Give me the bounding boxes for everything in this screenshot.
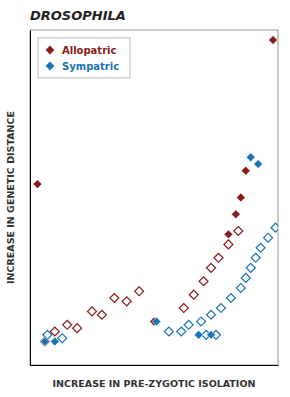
point: [271, 223, 278, 232]
x-axis: [31, 365, 279, 366]
point: [199, 277, 208, 286]
series: [40, 227, 242, 346]
point: [207, 310, 216, 319]
series: [33, 36, 278, 326]
legend-label: Allopatric: [62, 45, 117, 56]
point: [197, 317, 206, 326]
point: [236, 283, 245, 292]
point: [269, 36, 278, 45]
point: [241, 166, 250, 175]
point: [264, 233, 273, 242]
point: [152, 317, 161, 326]
point: [179, 304, 188, 313]
x-label: INCREASE IN PRE-ZYGOTIC ISOLATION: [53, 378, 256, 389]
legend: Allopatric Sympatric: [38, 38, 130, 78]
point: [40, 337, 49, 346]
point: [214, 253, 223, 262]
point: [216, 304, 225, 313]
point: [207, 330, 216, 339]
plot: Allopatric Sympatric: [30, 30, 280, 366]
point: [231, 210, 240, 219]
plot-frame: [30, 30, 278, 365]
axis-line: [31, 365, 279, 366]
point: [164, 327, 173, 336]
point: [73, 324, 82, 333]
point: [256, 243, 265, 252]
point: [236, 193, 245, 202]
point: [194, 330, 203, 339]
title: DROSOPHILA: [30, 8, 126, 23]
points: [33, 36, 278, 346]
point: [184, 320, 193, 329]
y-axis: [30, 31, 31, 366]
point: [110, 294, 119, 303]
legend-label: Sympatric: [62, 61, 119, 72]
point: [241, 273, 250, 282]
point: [226, 294, 235, 303]
point: [246, 263, 255, 272]
y-label: INCREASE IN GENETIC DISTANCE: [5, 111, 16, 284]
legend-swatch: [45, 45, 54, 54]
point: [251, 253, 260, 262]
point: [50, 337, 59, 346]
series: [40, 153, 262, 346]
series: [43, 223, 278, 342]
point: [207, 263, 216, 272]
point: [33, 180, 42, 189]
point: [135, 287, 144, 296]
point: [97, 310, 106, 319]
point: [254, 160, 263, 169]
chart: Allopatric Sympatric DROSOPHILA INCREASE IN…: [0, 0, 290, 397]
point: [189, 290, 198, 299]
point: [234, 227, 243, 236]
point: [88, 307, 97, 316]
point: [177, 327, 186, 336]
point: [224, 230, 233, 239]
point: [63, 320, 72, 329]
point: [224, 240, 233, 249]
axis-line: [30, 31, 31, 366]
legend-box: [38, 38, 130, 78]
point: [246, 153, 255, 162]
legend-swatch: [45, 61, 54, 70]
point: [122, 297, 131, 306]
